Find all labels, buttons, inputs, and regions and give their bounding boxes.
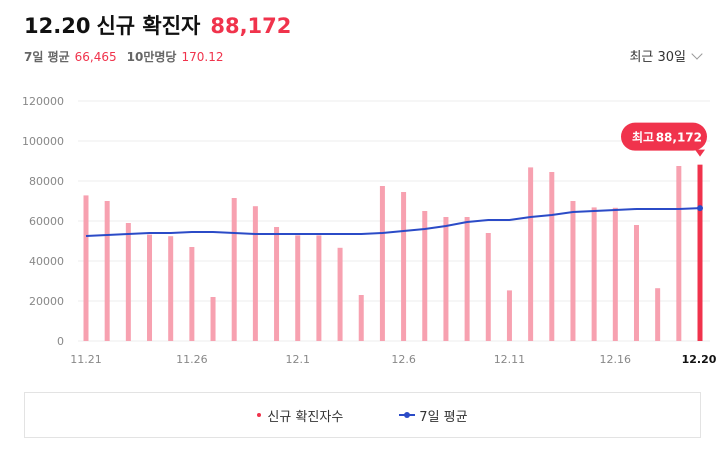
period-dropdown[interactable]: 최근 30일: [629, 46, 703, 65]
period-label: 최근 30일: [629, 50, 686, 65]
y-tick-label: 60000: [29, 215, 64, 228]
total-new-cases: 88,172: [210, 14, 292, 38]
bar: [676, 166, 682, 341]
chevron-down-icon: [691, 47, 703, 60]
avg-line: [85, 207, 701, 237]
bar: [337, 247, 343, 341]
bar: [252, 206, 258, 341]
x-tick-label: 12.16: [600, 353, 632, 366]
max-annotation-label: 최고: [632, 130, 654, 145]
summary-line: 7일 평균 66,465 10만명당 170.12: [24, 48, 233, 65]
report-date: 12.20: [19, 14, 93, 38]
cases-chart: 0 20000 40000 60000 80000 100000 120000 11.21 11…: [22, 95, 717, 366]
line-marker-icon: [399, 412, 416, 418]
bar: [147, 234, 153, 341]
bar: [528, 167, 534, 341]
bar: [401, 192, 407, 341]
bar: [231, 198, 237, 341]
bar: [464, 217, 470, 341]
x-tick-label: 11.21: [70, 353, 102, 366]
bar: [612, 207, 618, 341]
bar: [379, 186, 385, 341]
y-tick-label: 100000: [22, 135, 64, 148]
avg7-label: 7일 평균: [24, 50, 70, 64]
bar: [485, 233, 491, 341]
bar: [189, 247, 195, 341]
y-tick-label: 40000: [29, 255, 64, 268]
bar: [633, 225, 639, 341]
x-tick-label: 12.11: [494, 353, 526, 366]
x-tick-label: 11.26: [176, 353, 208, 366]
y-tick-label: 120000: [22, 95, 64, 108]
bar: [570, 201, 576, 341]
bar: [168, 236, 174, 341]
red-dot-icon: [257, 413, 262, 417]
page-title: 신규 확진자: [96, 14, 201, 38]
legend: 신규 확진자수 7일 평균: [24, 392, 701, 438]
bar: [83, 195, 89, 341]
x-tick-label: 12.1: [285, 353, 310, 366]
bar: [295, 235, 301, 341]
legend-label-avg7: 7일 평균: [419, 409, 468, 425]
bar: [443, 217, 449, 341]
bar: [422, 211, 428, 341]
bar: [358, 295, 364, 341]
max-annotation-pointer: [695, 149, 705, 157]
bar: [210, 297, 216, 341]
per100k-value: 170.12: [181, 50, 224, 64]
y-tick-label: 20000: [29, 295, 64, 308]
legend-item-avg7[interactable]: 7일 평균: [399, 406, 468, 425]
bar: [274, 227, 280, 341]
bar: [591, 207, 597, 341]
avg-line-end-point: [697, 205, 703, 212]
bar: [104, 201, 110, 341]
header: 12.20 신규 확진자 88,172: [19, 10, 292, 40]
max-annotation-bubble: [621, 122, 707, 151]
bar: [549, 172, 555, 341]
x-tick-label: 12.20: [682, 353, 717, 366]
legend-item-new-cases[interactable]: 신규 확진자수: [257, 406, 346, 425]
bar-highlight: [697, 164, 703, 341]
y-tick-label: 0: [57, 335, 64, 348]
x-tick-label: 12.6: [391, 353, 416, 366]
legend-label-new-cases: 신규 확진자수: [265, 406, 346, 425]
bar: [316, 235, 322, 341]
y-tick-label: 80000: [29, 175, 64, 188]
bar: [506, 290, 512, 341]
bar: [125, 223, 131, 341]
bar: [655, 288, 661, 341]
max-annotation-value: 88,172: [656, 131, 702, 145]
per100k-label: 10만명당: [126, 50, 177, 64]
avg7-value: 66,465: [74, 50, 117, 64]
